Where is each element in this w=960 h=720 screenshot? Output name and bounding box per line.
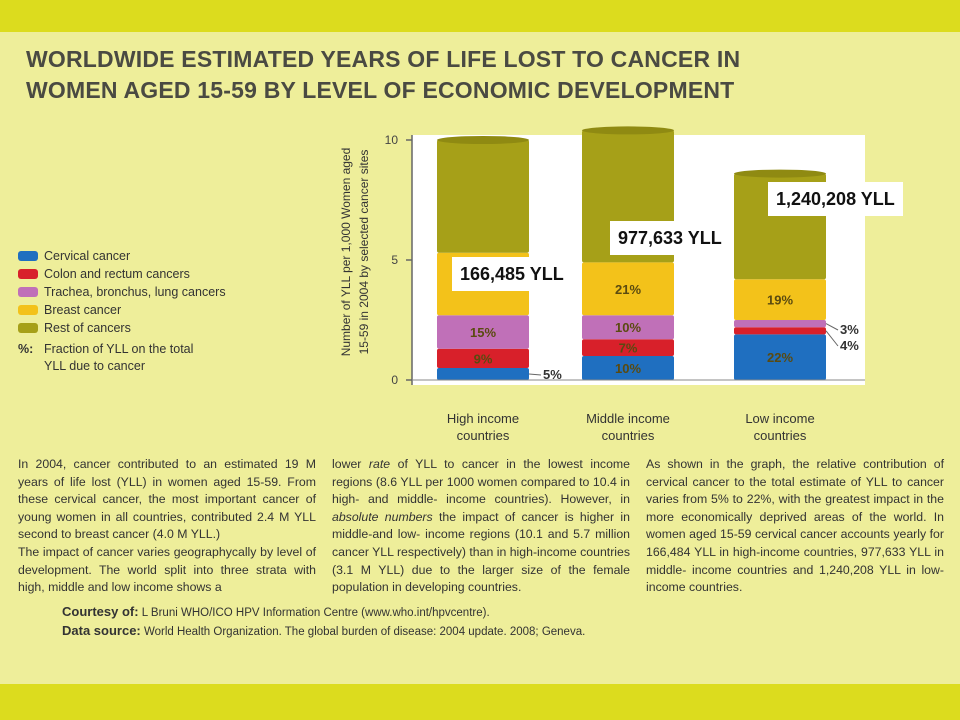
- legend-item: Rest of cancers: [18, 319, 318, 337]
- body-text: the impact of cancer is higher in middle…: [332, 509, 631, 595]
- x-category-label: Low income: [745, 411, 814, 426]
- bar-segment: [582, 356, 674, 380]
- x-category-label: Middle income: [586, 411, 670, 426]
- courtesy-text: L Bruni WHO/ICO HPV Information Centre (…: [138, 607, 490, 619]
- bar-segment: [734, 327, 826, 335]
- x-category-label: High income: [447, 411, 519, 426]
- bar-cap: [437, 136, 529, 144]
- bottom-band: [0, 684, 960, 720]
- data-label: 10%: [615, 361, 641, 376]
- data-label: 7%: [619, 341, 638, 356]
- y-tick-label: 5: [391, 253, 398, 267]
- figure-title: WORLDWIDE ESTIMATED YEARS OF LIFE LOST T…: [26, 44, 746, 106]
- data-label: 3%: [840, 322, 859, 337]
- legend-item: Colon and rectum cancers: [18, 265, 318, 283]
- title-line-2: WOMEN AGED 15-59 BY LEVEL OF ECONOMIC DE…: [26, 77, 735, 103]
- legend-item: Cervical cancer: [18, 247, 318, 265]
- callout-high-income: 166,485 YLL: [452, 257, 572, 291]
- body-emphasis: rate: [368, 457, 391, 471]
- data-label: 19%: [767, 293, 793, 308]
- body-emphasis: absolute numbers: [332, 509, 433, 524]
- legend-item: Breast cancer: [18, 301, 318, 319]
- x-category-label: countries: [754, 428, 807, 443]
- data-source-text: World Health Organization. The global bu…: [140, 626, 586, 638]
- bar-segment: [437, 140, 529, 253]
- bar-segment: [734, 279, 826, 320]
- data-label: 15%: [470, 325, 496, 340]
- data-label: 4%: [840, 338, 859, 353]
- leader-line: [825, 323, 839, 331]
- y-tick-label: 0: [391, 373, 398, 387]
- callout-low-income: 1,240,208 YLL: [768, 182, 903, 216]
- data-label: 21%: [615, 282, 641, 297]
- bar-segment: [582, 315, 674, 340]
- data-label: 22%: [767, 350, 793, 365]
- bar-segment: [734, 320, 826, 328]
- legend-label: Colon and rectum cancers: [44, 267, 190, 281]
- legend-label: Breast cancer: [44, 303, 122, 317]
- x-category-label: countries: [457, 428, 510, 443]
- bar-segment: [437, 315, 529, 349]
- courtesy-label: Courtesy of:: [62, 604, 139, 619]
- body-text: of YLL to cancer in the lowest income re…: [332, 457, 630, 507]
- data-label: 5%: [543, 367, 562, 382]
- legend-note-text-1: Fraction of YLL on the total: [44, 342, 194, 356]
- legend-label: Trachea, bronchus, lung cancers: [44, 285, 226, 299]
- y-axis-label: Number of YLL per 1,000 Women aged: [339, 148, 353, 357]
- legend-note: %: Fraction of YLL on the total YLL due …: [18, 341, 318, 375]
- title-line-1: WORLDWIDE ESTIMATED YEARS OF LIFE LOST T…: [26, 46, 741, 72]
- bar-segment: [582, 339, 674, 356]
- courtesy-credit: Courtesy of: L Bruni WHO/ICO HPV Informa…: [62, 604, 490, 619]
- legend: Cervical cancer Colon and rectum cancers…: [18, 247, 318, 375]
- body-text: lower: [332, 457, 369, 471]
- bar-cap: [582, 126, 674, 135]
- legend-label: Cervical cancer: [44, 249, 131, 263]
- body-column-1: In 2004, cancer contributed to an estima…: [18, 456, 316, 597]
- stacked-bar-chart: 0 5 10 Number of YLL per 1,000 Women aged 15…: [339, 126, 865, 443]
- legend-note-symbol: %:: [18, 342, 34, 356]
- body-column-3: As shown in the graph, the relative cont…: [646, 457, 944, 595]
- body-column-2: lower rate of YLL to cancer in the lowes…: [332, 456, 630, 597]
- bar-segment: [734, 334, 826, 380]
- bar-cap: [734, 169, 826, 178]
- legend-swatch: [18, 287, 38, 297]
- bar-segment: [582, 262, 674, 316]
- legend-swatch: [18, 305, 38, 315]
- leader-line: [528, 373, 542, 376]
- legend-swatch: [18, 251, 38, 261]
- bar-segment: [437, 368, 529, 380]
- legend-item: Trachea, bronchus, lung cancers: [18, 283, 318, 301]
- leader-line: [825, 330, 839, 347]
- data-source-credit: Data source: World Health Organization. …: [62, 623, 585, 638]
- data-source-label: Data source:: [62, 623, 141, 638]
- legend-note-text-2: YLL due to cancer: [44, 359, 145, 373]
- legend-swatch: [18, 323, 38, 333]
- bar-segment: [437, 348, 529, 368]
- body-paragraph: The impact of cancer varies geographycal…: [18, 544, 316, 595]
- data-label: 10%: [615, 320, 641, 335]
- callout-middle-income: 977,633 YLL: [610, 221, 730, 255]
- x-category-label: countries: [602, 428, 655, 443]
- legend-label: Rest of cancers: [44, 321, 131, 335]
- body-paragraph: In 2004, cancer contributed to an estima…: [18, 457, 316, 542]
- y-axis-label: 15-59 in 2004 by selected cancer sites: [357, 150, 371, 355]
- top-band: [0, 0, 960, 32]
- data-label: 9%: [474, 351, 493, 366]
- y-tick-label: 10: [385, 133, 399, 147]
- legend-swatch: [18, 269, 38, 279]
